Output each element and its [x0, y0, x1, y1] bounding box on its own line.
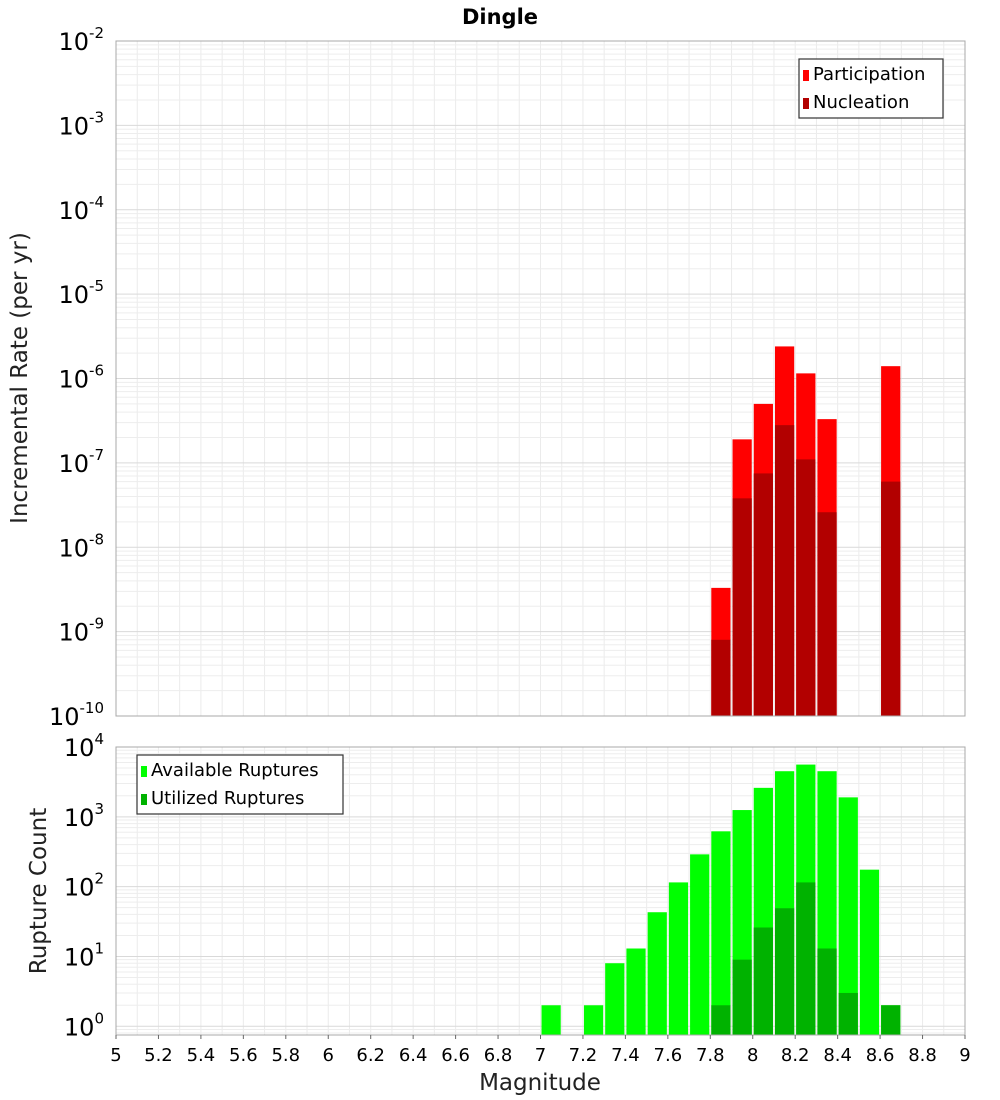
count-bar-available-ruptures	[541, 1005, 561, 1035]
count-bar-available-ruptures	[690, 854, 710, 1035]
count-bar-utilized-ruptures	[774, 908, 795, 1035]
ticks-layer: 10-10 10-9 10-8 10-7 10-6 10-5 10-4 10-3 10-2 100…	[49, 24, 971, 1066]
x-tick-label: 6	[323, 1045, 334, 1066]
x-tick-label: 8.6	[866, 1045, 895, 1066]
rate-ytick-label: 10-5	[58, 277, 104, 309]
rate-ytick-label: 10-2	[58, 24, 104, 56]
rate-bar-nucleation	[774, 425, 795, 716]
x-tick-label: 5.4	[187, 1045, 216, 1066]
rate-bar-nucleation	[753, 473, 773, 716]
count-bar-utilized-ruptures	[711, 1005, 731, 1035]
bars-layer	[541, 346, 901, 1035]
x-tick-label: 8	[747, 1045, 758, 1066]
x-tick-label: 9	[959, 1045, 970, 1066]
rate-bar-nucleation	[732, 498, 752, 716]
chart-title: Dingle	[462, 5, 538, 29]
count-bar-utilized-ruptures	[817, 948, 837, 1035]
x-tick-label: 7.4	[611, 1045, 640, 1066]
count-bar-available-ruptures	[859, 869, 880, 1035]
rate-legend-swatch	[803, 98, 809, 109]
x-tick-label: 8.2	[781, 1045, 810, 1066]
x-axis-label: Magnitude	[479, 1070, 601, 1096]
rate-ytick-label: 10-9	[58, 615, 104, 647]
x-tick-label: 7.8	[696, 1045, 725, 1066]
rate-ytick-label: 10-4	[58, 193, 104, 225]
count-ytick-label: 103	[64, 800, 104, 832]
x-tick-label: 8.8	[908, 1045, 937, 1066]
x-tick-label: 7	[535, 1045, 546, 1066]
rate-ytick-label: 10-3	[58, 108, 104, 140]
count-bar-utilized-ruptures	[796, 882, 816, 1035]
rate-plot-frame	[115, 40, 966, 717]
count-bar-available-ruptures	[668, 882, 689, 1035]
count-bar-available-ruptures	[605, 963, 625, 1035]
rate-ytick-label: 10-8	[58, 530, 104, 562]
count-ytick-label: 101	[64, 939, 104, 971]
count-bar-available-ruptures	[626, 948, 646, 1035]
rate-legend-label: Nucleation	[813, 92, 909, 113]
x-tick-label: 5.8	[271, 1045, 300, 1066]
x-tick-label: 6.2	[356, 1045, 385, 1066]
count-bar-utilized-ruptures	[881, 1005, 901, 1035]
rate-legend-box	[798, 58, 944, 119]
y-axis-label-rate: Incremental Rate (per yr)	[7, 232, 33, 524]
x-tick-label: 6.4	[399, 1045, 428, 1066]
count-ytick-label: 102	[64, 870, 104, 902]
x-tick-label: 5.6	[229, 1045, 258, 1066]
x-tick-label: 8.4	[823, 1045, 852, 1066]
x-tick-label: 7.2	[569, 1045, 598, 1066]
count-ytick-label: 100	[64, 1009, 104, 1041]
count-legend-box	[136, 754, 344, 815]
count-legend-swatch	[141, 794, 147, 805]
count-legend-label: Available Ruptures	[151, 760, 319, 781]
count-bar-utilized-ruptures	[732, 959, 752, 1035]
rate-legend-swatch	[803, 70, 809, 81]
x-tick-label: 6.6	[441, 1045, 470, 1066]
rate-bar-nucleation	[711, 639, 731, 716]
count-legend-swatch	[141, 766, 147, 777]
count-legend-label: Utilized Ruptures	[151, 788, 304, 809]
count-bar-available-ruptures	[647, 912, 667, 1035]
count-bar-utilized-ruptures	[753, 927, 773, 1035]
grid-layer	[115, 41, 966, 1035]
rate-ytick-label: 10-10	[49, 699, 104, 731]
rate-legend-label: Participation	[813, 64, 925, 85]
rate-bar-nucleation	[881, 481, 901, 716]
count-bar-available-ruptures	[711, 831, 731, 1035]
rate-bar-nucleation	[796, 459, 816, 716]
count-bar-available-ruptures	[583, 1005, 604, 1035]
rate-ytick-label: 10-7	[58, 446, 104, 478]
x-tick-label: 7.6	[654, 1045, 683, 1066]
count-bar-utilized-ruptures	[838, 992, 858, 1035]
x-tick-label: 6.8	[484, 1045, 513, 1066]
rate-ytick-label: 10-6	[58, 362, 104, 394]
x-tick-label: 5	[110, 1045, 121, 1066]
count-bar-available-ruptures	[838, 797, 858, 1035]
legend-layer: Participation Nucleation Available Rupture…	[136, 58, 944, 815]
y-axis-label-count: Rupture Count	[26, 808, 52, 974]
count-ytick-label: 104	[64, 730, 104, 762]
rate-bar-nucleation	[817, 512, 837, 716]
x-tick-label: 5.2	[144, 1045, 173, 1066]
